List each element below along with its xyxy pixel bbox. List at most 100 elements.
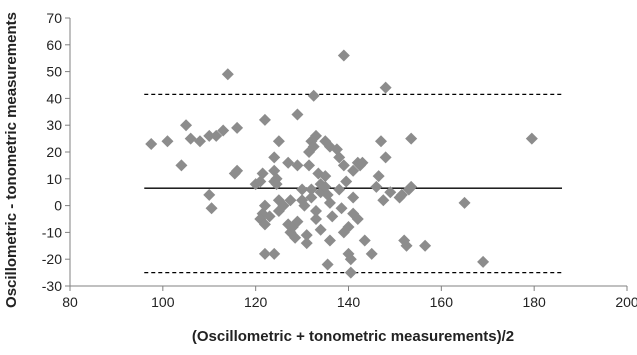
data-point: [458, 196, 471, 209]
data-point: [282, 156, 295, 169]
data-point: [379, 81, 392, 94]
data-point: [161, 135, 174, 148]
reference-lines: [144, 93, 563, 274]
x-tick-label: 80: [62, 294, 78, 310]
data-point: [268, 247, 281, 260]
data-point: [477, 255, 490, 268]
data-point: [300, 229, 313, 242]
data-point: [277, 199, 290, 212]
data-point: [370, 180, 383, 193]
data-point: [419, 239, 432, 252]
data-point: [351, 213, 364, 225]
y-tick-label: 0: [54, 198, 62, 214]
data-point: [258, 218, 271, 231]
data-point: [298, 199, 311, 212]
data-point: [258, 247, 271, 260]
data-point: [379, 151, 392, 164]
data-point: [272, 135, 285, 148]
data-point: [372, 170, 385, 183]
data-point: [344, 253, 357, 266]
data-point: [358, 234, 371, 247]
y-tick-label: 20: [46, 144, 62, 160]
data-point: [210, 129, 223, 142]
data-point: [321, 258, 334, 271]
data-point: [333, 183, 346, 196]
data-point: [365, 247, 378, 260]
data-point: [263, 210, 276, 223]
y-tick-label: -30: [42, 278, 62, 294]
y-tick-label: -10: [42, 224, 62, 240]
x-tick-label: 180: [522, 294, 546, 310]
data-point: [268, 151, 281, 164]
data-point: [305, 191, 318, 204]
data-point: [323, 234, 336, 247]
data-point: [296, 183, 309, 196]
y-tick-label: 70: [46, 10, 62, 26]
data-point: [310, 129, 323, 142]
data-point: [184, 132, 197, 145]
y-tick-label: 50: [46, 64, 62, 80]
data-point: [231, 121, 244, 134]
data-point: [305, 183, 318, 196]
data-point: [395, 188, 408, 201]
data-point: [258, 113, 271, 126]
x-tick-label: 200: [615, 294, 637, 310]
data-point: [319, 170, 332, 183]
y-tick-label: 30: [46, 117, 62, 133]
data-point: [307, 89, 320, 102]
y-tick-label: 60: [46, 37, 62, 53]
data-point: [203, 129, 216, 142]
tick-labels: -30 -20 -10 0 10 20 30 40 50 60 70 80 100 120 140 160 18…: [42, 10, 637, 310]
data-point: [217, 124, 230, 137]
data-point: [405, 132, 418, 145]
data-point: [356, 156, 369, 169]
data-point: [344, 266, 357, 279]
data-point: [175, 159, 188, 172]
data-point: [384, 186, 397, 199]
data-point: [342, 221, 355, 234]
data-point: [314, 223, 327, 236]
data-point: [405, 180, 418, 193]
data-point: [193, 135, 206, 148]
axes: [65, 17, 628, 291]
data-point: [205, 202, 218, 215]
data-point: [291, 215, 304, 228]
data-point: [307, 140, 320, 153]
data-point: [291, 108, 304, 121]
x-tick-label: 120: [244, 294, 268, 310]
data-point: [374, 135, 387, 148]
data-point: [333, 151, 346, 164]
y-axis-title: Oscillometric - tonometric measurements: [3, 12, 20, 308]
data-point: [300, 237, 313, 250]
data-point: [525, 132, 538, 145]
data-point: [270, 178, 283, 191]
data-point: [337, 159, 350, 172]
data-point: [347, 164, 360, 177]
data-point: [323, 196, 336, 209]
data-point: [145, 137, 158, 150]
data-point: [310, 204, 323, 217]
x-tick-label: 100: [151, 294, 175, 310]
data-point: [180, 119, 193, 132]
data-points: [145, 49, 538, 279]
data-point: [326, 210, 339, 223]
y-tick-label: -20: [42, 251, 62, 267]
data-point: [335, 202, 348, 215]
data-point: [400, 239, 413, 252]
data-point: [303, 159, 316, 172]
data-point: [289, 231, 302, 244]
y-tick-label: 10: [46, 171, 62, 187]
data-point: [203, 188, 216, 201]
data-point: [340, 175, 353, 188]
data-point: [256, 167, 269, 180]
data-point: [221, 68, 234, 81]
data-point: [291, 159, 304, 172]
x-tick-label: 160: [430, 294, 454, 310]
data-point: [337, 49, 350, 62]
data-point: [377, 194, 390, 207]
data-point: [231, 164, 244, 177]
data-point: [284, 194, 297, 207]
data-point: [310, 213, 323, 225]
